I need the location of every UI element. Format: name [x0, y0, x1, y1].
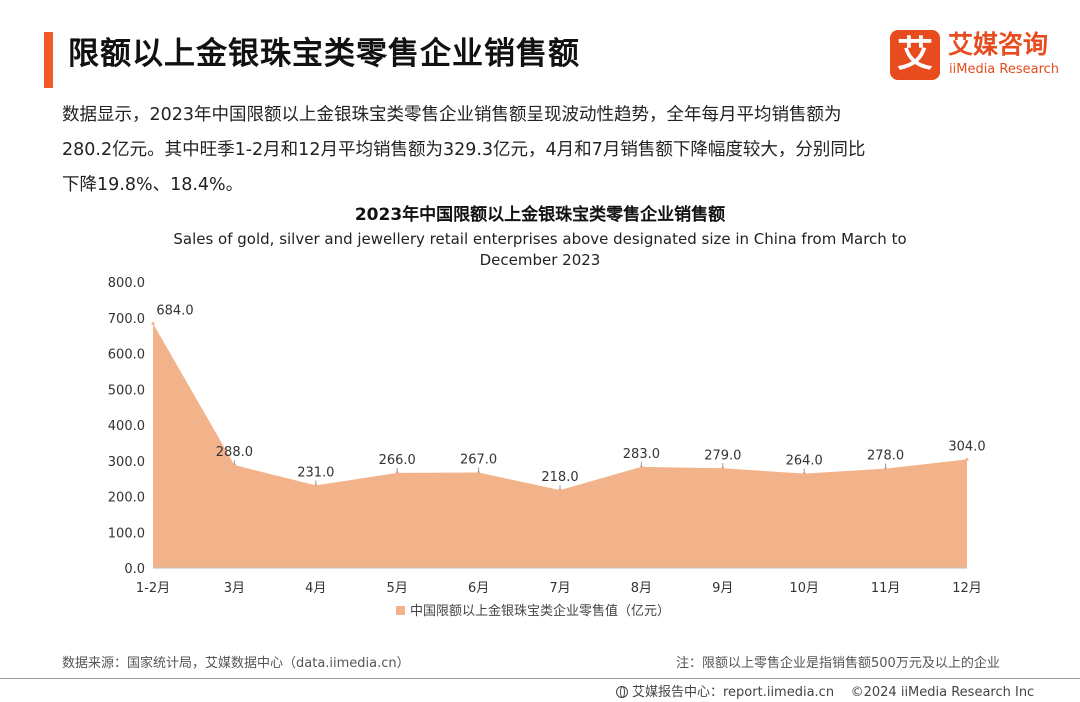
globe-icon: [616, 686, 628, 698]
data-label: 279.0: [704, 448, 741, 463]
logo-english-name: iiMedia Research: [949, 62, 1060, 77]
area-fill: [153, 323, 967, 568]
x-tick-label: 12月: [952, 581, 982, 596]
data-point: [151, 321, 155, 325]
y-tick-label: 500.0: [108, 383, 145, 398]
intro-line-3: 下降19.8%、18.4%。: [62, 175, 244, 195]
y-tick-label: 100.0: [108, 526, 145, 541]
y-tick-label: 800.0: [108, 276, 145, 291]
report-site-link[interactable]: 艾媒报告中心：report.iimedia.cn: [632, 685, 835, 700]
data-label: 267.0: [460, 453, 497, 468]
data-labels: 684.0 288.0 231.0 266.0 267.0 218.0 283.0 279.0…: [151, 303, 986, 492]
x-tick-label: 4月: [305, 581, 326, 596]
x-tick-label: 6月: [468, 581, 489, 596]
data-label: 231.0: [297, 465, 334, 480]
data-label: 288.0: [216, 445, 253, 460]
area-series: [153, 323, 967, 568]
logo-mark: 艾: [890, 30, 940, 80]
y-tick-label: 600.0: [108, 348, 145, 363]
data-label: 304.0: [948, 439, 985, 454]
data-label: 283.0: [623, 447, 660, 462]
sales-area-chart: 2023年中国限额以上金银珠宝类零售企业销售额 Sales of gold, s…: [108, 204, 986, 619]
data-label: 266.0: [379, 453, 416, 468]
chart-title: 2023年中国限额以上金银珠宝类零售企业销售额: [355, 204, 725, 225]
intro-paragraph: 数据显示，2023年中国限额以上金银珠宝类零售企业销售额呈现波动性趋势，全年每月…: [62, 98, 1022, 203]
data-point: [965, 457, 969, 461]
legend-label: 中国限额以上金银珠宝类企业零售值（亿元）: [410, 603, 670, 619]
x-tick-label: 1-2月: [136, 581, 170, 596]
chart-subtitle-line-2: December 2023: [480, 251, 601, 269]
chart-legend: 中国限额以上金银珠宝类企业零售值（亿元）: [396, 603, 670, 619]
brand-logo: 艾 艾媒咨询 iiMedia Research: [890, 30, 1065, 82]
logo-chinese-name: 艾媒咨询: [948, 30, 1049, 59]
title-accent-bar: [44, 32, 53, 88]
y-tick-label: 700.0: [108, 312, 145, 327]
x-tick-label: 3月: [224, 581, 245, 596]
footnote: 注：限额以上零售企业是指销售额500万元及以上的企业: [676, 656, 1000, 671]
footer-bottom-bar: 艾媒报告中心：report.iimedia.cn ©2024 iiMedia R…: [616, 681, 1034, 700]
x-tick-label: 8月: [631, 581, 652, 596]
x-tick-label: 7月: [549, 581, 570, 596]
data-label: 684.0: [156, 303, 193, 318]
data-label: 264.0: [786, 454, 823, 469]
y-tick-label: 300.0: [108, 455, 145, 470]
footer-divider: [0, 678, 1080, 679]
page-title: 限额以上金银珠宝类零售企业销售额: [68, 36, 580, 72]
x-axis: 1-2月 3月 4月 5月 6月 7月 8月 9月 10月 11月 12月: [136, 567, 982, 596]
y-tick-label: 400.0: [108, 419, 145, 434]
y-tick-label: 200.0: [108, 491, 145, 506]
x-tick-label: 5月: [387, 581, 408, 596]
data-label: 278.0: [867, 449, 904, 464]
data-label: 218.0: [541, 470, 578, 485]
y-tick-label: 0.0: [124, 562, 145, 577]
y-axis: 0.0 100.0 200.0 300.0 400.0 500.0 600.0 700.0 80…: [108, 276, 145, 577]
copyright: ©2024 iiMedia Research Inc: [850, 685, 1035, 700]
data-source: 数据来源：国家统计局，艾媒数据中心（data.iimedia.cn）: [62, 656, 410, 671]
x-tick-label: 11月: [871, 581, 901, 596]
x-tick-label: 10月: [789, 581, 819, 596]
chart-subtitle-line-1: Sales of gold, silver and jewellery reta…: [173, 230, 906, 248]
legend-swatch: [396, 606, 405, 615]
x-tick-label: 9月: [712, 581, 733, 596]
intro-line-1: 数据显示，2023年中国限额以上金银珠宝类零售企业销售额呈现波动性趋势，全年每月…: [62, 105, 842, 125]
intro-line-2: 280.2亿元。其中旺季1-2月和12月平均销售额为329.3亿元，4月和7月销…: [62, 140, 866, 160]
